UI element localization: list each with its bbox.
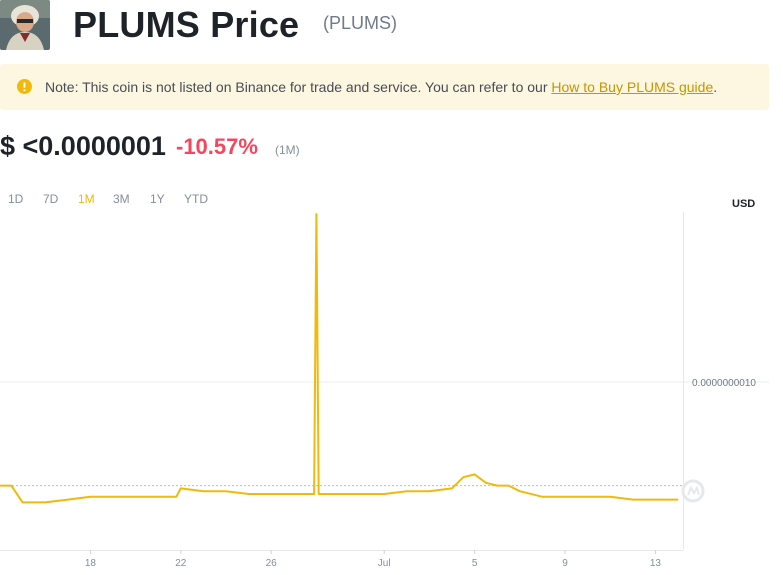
price-point: [270, 493, 272, 495]
y-tick-label: 0.0000000010: [692, 378, 756, 389]
x-tick-label: 5: [472, 558, 478, 569]
tab-1m[interactable]: 1M: [78, 192, 95, 206]
price-point: [202, 490, 204, 492]
x-tick-label: 18: [85, 558, 97, 569]
price-point: [315, 213, 317, 215]
page-title: PLUMS Price: [73, 4, 300, 45]
how-to-buy-link[interactable]: How to Buy PLUMS guide: [551, 79, 714, 95]
page-header: PLUMS Price (PLUMS): [0, 0, 783, 52]
tab-3m[interactable]: 3M: [113, 192, 130, 206]
price-point: [248, 493, 250, 495]
current-price: $ <0.0000001: [0, 131, 166, 161]
x-tick-label: 9: [562, 558, 568, 569]
price-point: [519, 490, 521, 492]
tab-1d[interactable]: 1D: [8, 192, 24, 206]
price-point: [406, 490, 408, 492]
price-point: [318, 493, 320, 495]
price-chart: 0.0000000010 18 22 26 Jul 5 9 13: [0, 212, 769, 569]
price-point: [632, 499, 634, 501]
price-point: [496, 485, 498, 487]
price-point: [22, 501, 24, 503]
price-point: [677, 499, 679, 501]
price-point: [313, 493, 315, 495]
price-point: [225, 490, 227, 492]
price-point: [462, 476, 464, 478]
notice-text: Note: This coin is not listed on Binance…: [45, 78, 717, 96]
price-point: [428, 490, 430, 492]
x-tick-label: Jul: [378, 558, 391, 569]
price-point: [541, 496, 543, 498]
price-change: -10.57%: [176, 134, 258, 159]
price-point: [564, 496, 566, 498]
price-point: [508, 485, 509, 487]
tab-7d[interactable]: 7D: [43, 192, 59, 206]
change-period: (1M): [275, 143, 300, 157]
price-point: [338, 493, 340, 495]
price-point: [67, 499, 69, 501]
price-point: [485, 482, 487, 484]
notice-banner: Note: This coin is not listed on Binance…: [0, 64, 769, 110]
coin-symbol: (PLUMS): [323, 13, 398, 33]
tab-1y[interactable]: 1Y: [150, 192, 165, 206]
price-point: [135, 496, 137, 498]
price-point: [474, 473, 476, 475]
chart-watermark-icon: [681, 479, 705, 503]
x-tick-label: 13: [650, 558, 662, 569]
price-row: $ <0.0000001 -10.57% (1M): [0, 130, 783, 164]
price-point: [44, 501, 46, 503]
tab-ytd[interactable]: YTD: [184, 192, 208, 206]
price-point: [654, 499, 656, 501]
price-point: [609, 496, 611, 498]
x-tick-label: 26: [266, 558, 278, 569]
price-point: [10, 485, 12, 487]
price-point: [175, 496, 177, 498]
notice-message: Note: This coin is not listed on Binance…: [45, 79, 552, 95]
currency-label: USD: [732, 198, 756, 210]
price-point: [293, 493, 295, 495]
price-point: [89, 496, 91, 498]
price-point: [0, 485, 1, 487]
price-point: [180, 487, 182, 489]
x-tick-label: 22: [175, 558, 187, 569]
notice-suffix: .: [713, 79, 718, 95]
price-line: [0, 213, 678, 504]
coin-avatar: [0, 0, 50, 50]
price-point: [451, 487, 453, 489]
price-point: [383, 493, 385, 495]
warning-circle-icon: [17, 79, 32, 94]
